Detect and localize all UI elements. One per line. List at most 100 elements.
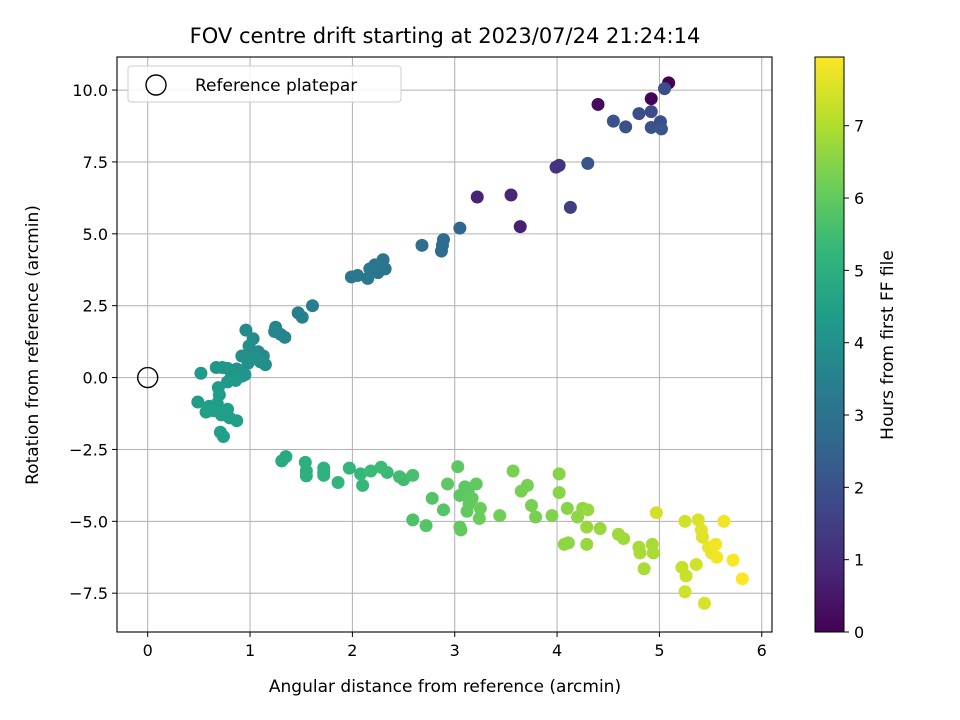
data-point — [305, 299, 319, 313]
data-point — [552, 467, 566, 481]
data-point — [317, 465, 331, 479]
colorbar-ticks: 0 1 2 3 4 5 6 7 — [844, 117, 864, 642]
data-point — [278, 330, 292, 344]
x-tick-label: 5 — [654, 641, 664, 660]
y-axis-ticks: −7.5 −5.0 −2.5 0.0 2.5 5.0 7.5 10.0 — [69, 81, 117, 603]
data-point — [299, 469, 313, 483]
y-tick-label: 10.0 — [72, 81, 108, 100]
legend-box — [127, 65, 402, 103]
colorbar-label: Hours from first FF file — [878, 250, 898, 440]
grid-lines — [117, 57, 772, 632]
data-point — [364, 464, 378, 478]
data-point — [513, 220, 527, 234]
chart-title: FOV centre drift starting at 2023/07/24 … — [190, 24, 701, 48]
y-tick-label: −7.5 — [69, 584, 108, 603]
data-point — [470, 190, 484, 204]
data-point — [460, 504, 474, 518]
data-point — [678, 585, 692, 599]
y-axis-label: Rotation from reference (arcmin) — [23, 205, 43, 485]
reference-marker — [137, 366, 159, 389]
data-point — [241, 356, 255, 370]
data-point — [425, 491, 439, 505]
data-point — [473, 501, 487, 515]
y-tick-label: −5.0 — [69, 512, 108, 531]
data-point — [726, 553, 740, 567]
data-point — [209, 361, 223, 374]
data-point — [419, 519, 433, 533]
data-point — [194, 366, 208, 380]
x-tick-label: 0 — [143, 641, 153, 660]
data-point — [216, 430, 230, 443]
reference-point — [137, 366, 159, 389]
colorbar-tick-label: 7 — [854, 117, 864, 136]
data-point — [239, 323, 253, 337]
data-point — [552, 486, 566, 500]
data-point — [697, 596, 711, 610]
colorbar — [815, 57, 844, 632]
data-point — [436, 503, 450, 517]
y-tick-label: 7.5 — [83, 153, 108, 172]
data-point — [371, 266, 385, 280]
data-point — [454, 523, 468, 537]
data-point — [644, 120, 658, 134]
y-tick-label: 2.5 — [83, 297, 108, 316]
data-point — [649, 506, 663, 520]
data-point — [593, 522, 607, 535]
colorbar-tick-label: 0 — [854, 623, 864, 642]
colorbar-tick-label: 1 — [854, 551, 864, 570]
x-axis-label: Angular distance from reference (arcmin) — [269, 677, 621, 697]
data-point — [632, 107, 646, 121]
data-point — [633, 546, 647, 560]
colorbar-tick-label: 5 — [854, 261, 864, 280]
data-point — [520, 478, 534, 492]
data-point — [406, 468, 420, 482]
data-point — [506, 464, 520, 478]
x-tick-label: 3 — [450, 641, 460, 660]
data-point — [229, 373, 243, 387]
data-point — [654, 122, 668, 136]
data-point — [354, 467, 368, 481]
data-point — [549, 160, 563, 174]
data-point — [344, 270, 358, 284]
data-point — [434, 244, 448, 258]
data-point — [493, 509, 507, 523]
data-point — [580, 520, 594, 534]
x-tick-label: 4 — [552, 641, 562, 660]
data-point — [691, 513, 705, 527]
data-point — [658, 82, 672, 96]
data-point — [709, 537, 723, 551]
data-point — [637, 562, 651, 576]
data-point — [356, 478, 370, 492]
x-axis-ticks: 0 1 2 3 4 5 6 — [143, 632, 767, 660]
data-point — [644, 105, 658, 119]
x-tick-label: 2 — [347, 641, 357, 660]
data-points — [191, 76, 749, 610]
data-point — [331, 476, 345, 489]
data-point — [230, 414, 244, 428]
data-point — [678, 514, 692, 528]
data-point — [710, 550, 724, 564]
data-point — [617, 532, 631, 546]
data-point — [695, 530, 709, 544]
data-point — [342, 461, 356, 475]
data-point — [406, 513, 420, 527]
data-point — [361, 271, 375, 285]
data-point — [560, 501, 574, 515]
colorbar-frame — [814, 56, 845, 633]
data-point — [469, 477, 483, 491]
data-point — [591, 97, 605, 111]
data-point — [581, 503, 595, 517]
data-point — [451, 460, 465, 474]
data-point — [524, 499, 538, 512]
data-point — [268, 325, 282, 339]
data-point — [545, 509, 559, 523]
data-point — [275, 454, 289, 468]
data-point — [679, 569, 693, 583]
x-tick-label: 6 — [757, 641, 767, 660]
colorbar-tick-label: 3 — [854, 406, 864, 425]
data-point — [441, 477, 455, 491]
data-point — [581, 156, 595, 170]
data-point — [191, 395, 205, 409]
y-tick-label: −2.5 — [69, 440, 108, 459]
